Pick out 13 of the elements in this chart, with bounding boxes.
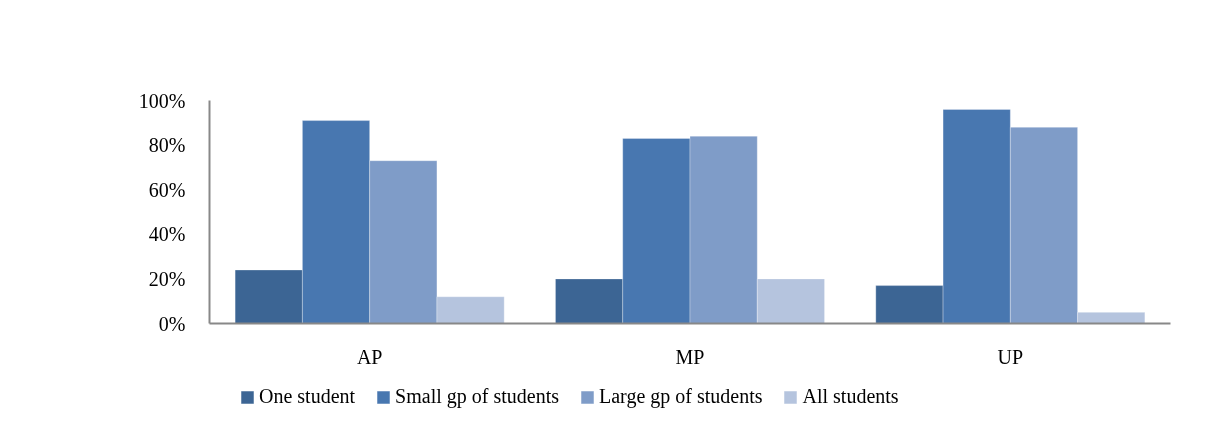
legend-label: All students [802, 385, 899, 408]
y-tick-label: 0% [158, 312, 186, 335]
y-tick-label: 40% [148, 223, 186, 246]
legend-label: Small gp of students [395, 385, 559, 408]
x-tick-label: UP [997, 345, 1024, 368]
y-tick-label: 60% [148, 178, 186, 201]
y-tick-label: 80% [148, 134, 186, 157]
x-tick-label: MP [675, 345, 705, 368]
legend-label: Large gp of students [598, 385, 763, 408]
legend-label: One student [259, 385, 356, 408]
y-tick-label: 20% [148, 267, 186, 290]
x-tick-label: AP [356, 345, 383, 368]
y-tick-label: 100% [138, 89, 186, 112]
